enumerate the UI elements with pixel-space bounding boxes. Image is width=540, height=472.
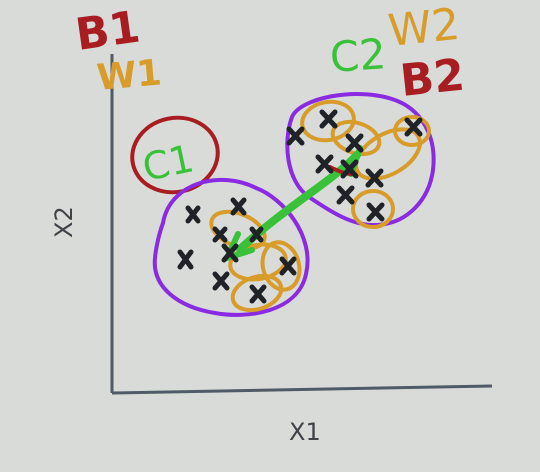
left-point-9: [249, 284, 267, 304]
right-loop-3: [354, 127, 422, 181]
b1-label: B1: [72, 1, 143, 60]
left-point-1: [185, 205, 201, 224]
w2-label: W2: [386, 0, 462, 57]
left-point-7: [279, 256, 297, 276]
left-point-4: [249, 226, 264, 243]
axes: [110, 54, 493, 395]
left-loop-2: [228, 242, 288, 282]
right-point-5: [315, 154, 334, 174]
left-point-6: [221, 243, 239, 263]
right-cluster-boundary: [285, 92, 436, 228]
left-loop-4: [230, 273, 284, 313]
right-point-4: [404, 117, 423, 137]
right-point-8: [336, 185, 355, 205]
left-point-8: [212, 271, 230, 291]
left-point-2: [230, 197, 247, 216]
left-loop-3: [260, 240, 302, 292]
x-axis-label: X1: [289, 418, 321, 446]
right-point-2: [286, 126, 305, 146]
b2-label: B2: [398, 50, 467, 107]
left-point-5: [177, 249, 194, 270]
left-point-3: [212, 226, 228, 243]
right-loop-5: [351, 189, 395, 229]
right-loop-1: [300, 99, 356, 143]
w1-label: W1: [95, 52, 163, 98]
right-point-6: [340, 159, 359, 179]
c1-label: C1: [139, 136, 198, 190]
right-point-7: [365, 168, 384, 188]
left-cluster-points: [177, 197, 297, 304]
right-point-1: [319, 109, 338, 129]
right-cluster-points: [286, 109, 423, 222]
right-point-3: [345, 133, 364, 153]
y-axis-label: X2: [50, 206, 78, 238]
right-loop-4: [393, 115, 431, 147]
small-red-mark: [328, 165, 353, 176]
left-cluster-boundary: [152, 177, 310, 317]
right-point-9: [366, 202, 385, 222]
x-axis: [111, 384, 493, 395]
c2-label: C2: [328, 29, 387, 82]
right-loop-2: [330, 119, 382, 157]
